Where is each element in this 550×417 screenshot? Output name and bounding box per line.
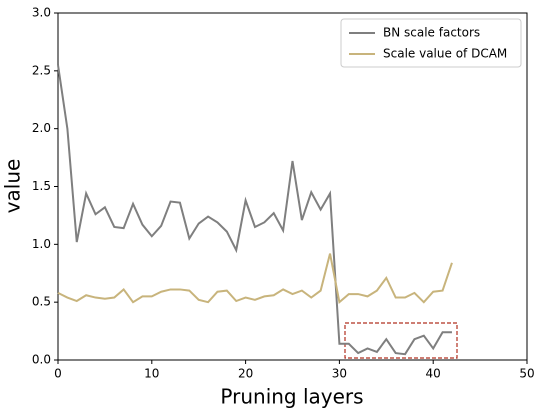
y-tick-label: 3.0	[32, 6, 51, 20]
x-tick-label: 40	[426, 367, 441, 381]
x-tick-label: 50	[519, 367, 534, 381]
legend-label: BN scale factors	[383, 26, 480, 40]
data-line	[57, 253, 453, 305]
x-tick-label: 10	[144, 367, 159, 381]
data-line	[57, 64, 452, 356]
y-tick-label: 1.0	[32, 237, 51, 251]
x-tick-label: 20	[238, 367, 253, 381]
y-tick-label: 0.5	[32, 295, 51, 309]
y-axis-label: value	[1, 159, 25, 214]
y-tick-label: 1.5	[32, 179, 51, 193]
highlight-box	[344, 322, 458, 359]
x-tick-label: 0	[54, 367, 62, 381]
x-tick-label: 30	[332, 367, 347, 381]
y-tick-label: 2.0	[32, 121, 51, 135]
legend-label: Scale value of DCAM	[383, 47, 507, 61]
y-tick-label: 2.5	[32, 63, 51, 77]
legend-box	[340, 18, 522, 68]
y-tick-label: 0.0	[32, 353, 51, 367]
x-axis-label: Pruning layers	[220, 385, 363, 409]
